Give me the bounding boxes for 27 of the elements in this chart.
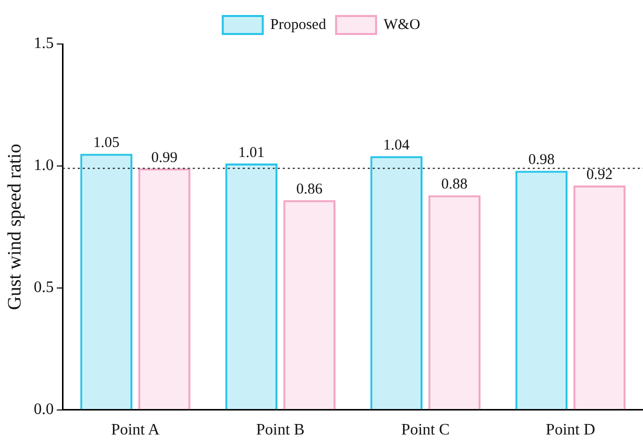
data-label: 0.92 bbox=[586, 166, 613, 183]
data-label: 1.04 bbox=[383, 138, 410, 154]
data-label: 1.05 bbox=[93, 135, 120, 152]
bar bbox=[80, 154, 132, 410]
y-axis-title: Gust wind speed ratio bbox=[4, 144, 26, 310]
data-label: 0.86 bbox=[296, 182, 324, 198]
x-tick-label: Point C bbox=[401, 422, 450, 439]
bar bbox=[370, 156, 423, 410]
bar bbox=[225, 163, 278, 410]
y-tick-label: 0.0 bbox=[34, 401, 54, 418]
bar bbox=[428, 195, 481, 410]
bar bbox=[138, 168, 190, 410]
x-tick-label: Point D bbox=[546, 422, 596, 439]
data-label: 0.88 bbox=[441, 176, 468, 193]
y-tick-label: 1.0 bbox=[34, 157, 54, 174]
data-label: 0.99 bbox=[151, 150, 178, 166]
y-tick-label: 1.5 bbox=[34, 35, 54, 52]
data-label: 1.01 bbox=[238, 144, 264, 161]
bar bbox=[515, 170, 568, 410]
legend-label: W&O bbox=[384, 16, 420, 33]
x-tick-label: Point B bbox=[256, 422, 305, 439]
x-tick-label: Point A bbox=[111, 422, 160, 439]
bar bbox=[283, 200, 336, 410]
legend-label: Proposed bbox=[270, 16, 327, 33]
data-label: 0.98 bbox=[528, 152, 555, 168]
bar bbox=[573, 185, 626, 410]
y-tick-label: 0.5 bbox=[34, 279, 54, 296]
